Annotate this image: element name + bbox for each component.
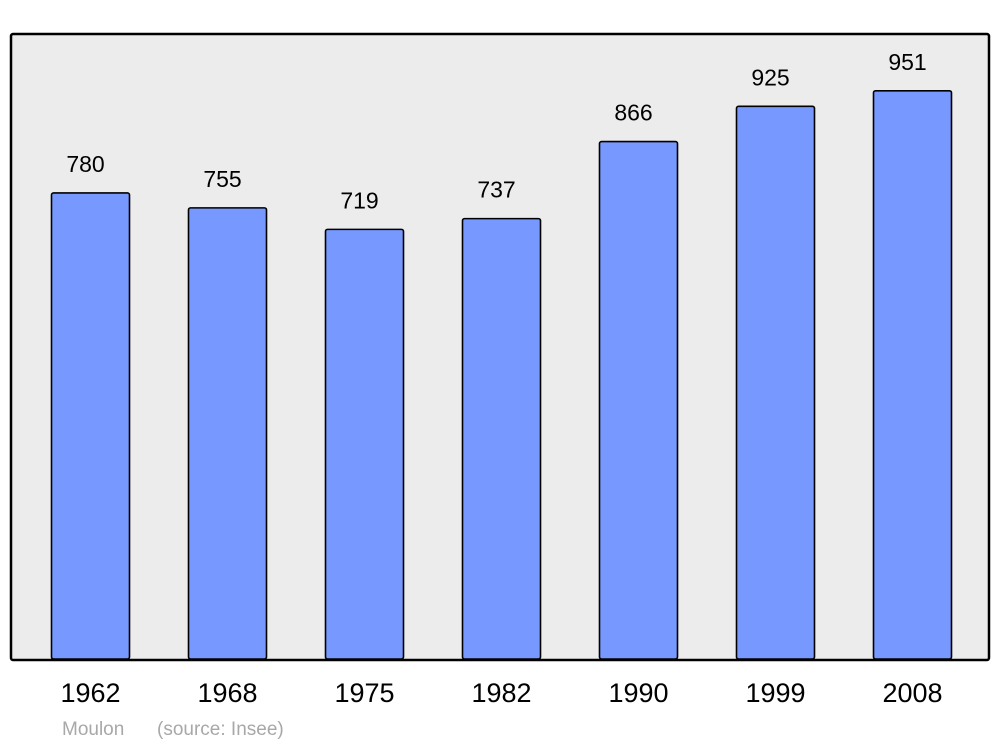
value-label: 925 <box>751 64 789 90</box>
bar <box>872 89 953 660</box>
bars <box>50 89 953 660</box>
value-label: 719 <box>340 187 378 213</box>
x-tick-label: 1968 <box>197 678 257 708</box>
x-tick-label: 1999 <box>745 678 805 708</box>
value-label: 737 <box>477 177 515 203</box>
value-label: 755 <box>203 166 241 192</box>
value-label: 780 <box>66 151 104 177</box>
bar <box>324 228 405 660</box>
footer-name: Moulon <box>62 719 124 740</box>
x-tick-label: 1990 <box>608 678 668 708</box>
x-tick-label: 2008 <box>882 678 942 708</box>
x-tick-label: 1982 <box>471 678 531 708</box>
bar <box>50 192 131 660</box>
bar <box>735 105 816 660</box>
bar <box>187 207 268 660</box>
bar <box>598 140 679 660</box>
x-tick-label: 1975 <box>334 678 394 708</box>
footer-source: (source: Insee) <box>157 719 284 740</box>
x-tick-label: 1962 <box>60 678 120 708</box>
value-label: 951 <box>888 49 926 75</box>
value-label: 866 <box>614 100 652 126</box>
bar <box>461 217 542 660</box>
